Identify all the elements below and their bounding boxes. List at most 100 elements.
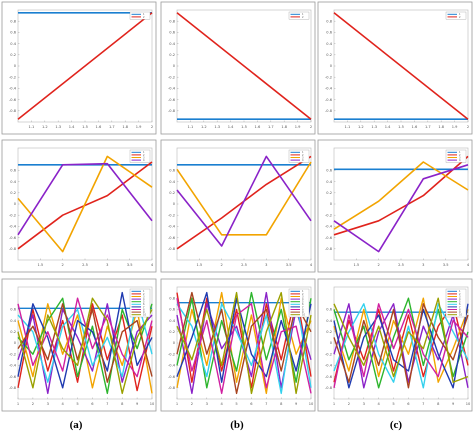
chart-panel-c2: 1.5 2 2.5 3 3.5 40.60.40.20-0.2-0.4-0.6-0.812… [317, 139, 473, 273]
y-tick-label: -0.6 [9, 236, 17, 240]
y-tick-label: -0.6 [325, 375, 333, 379]
chart-panel-c1: 1.1 1.2 1.3 1.4 1.5 1.6 1.7 1.8 1.9 2 0.8 0.6 0.4 0.2… [317, 1, 473, 135]
y-tick-label: 0.2 [326, 191, 332, 195]
y-tick-label: 0 [330, 341, 333, 345]
legend-label: 4 [302, 159, 304, 162]
y-tick-label: -0.2 [9, 213, 16, 217]
x-tick-label: 8 [280, 402, 283, 406]
x-tick-label: 1.5 [82, 125, 88, 129]
x-tick-label: 2 [310, 125, 312, 129]
x-tick-label: 1.7 [268, 125, 274, 129]
x-tick-label: 7 [422, 402, 424, 406]
legend-label: 1 [459, 13, 461, 16]
chart-panel-c3: 1 2 3 4 5 6 7 8 9 100.60.40.20-0.2-0.4-0.6-0.8123… [317, 278, 473, 412]
x-tick-label: 1.6 [255, 125, 261, 129]
column-label-c: (c) [390, 419, 403, 431]
y-tick-label: 0.2 [10, 53, 16, 57]
y-tick-label: 0 [330, 202, 333, 206]
y-tick-label: 0.2 [169, 191, 175, 195]
series-line-2 [333, 12, 469, 120]
x-tick-label: 1.1 [29, 125, 35, 129]
x-tick-label: 1.6 [412, 125, 418, 129]
x-tick-label: 3 [206, 402, 208, 406]
y-tick-label: -0.4 [9, 225, 17, 229]
y-tick-label: -0.6 [325, 98, 333, 102]
legend-box [129, 288, 151, 318]
x-tick-label: 1.5 [398, 125, 404, 129]
x-tick-label: 4 [221, 402, 224, 406]
column-label-a: (a) [70, 419, 83, 431]
y-tick-label: 0.2 [169, 330, 175, 334]
legend-label: 2 [302, 293, 304, 296]
series-line-8 [176, 298, 312, 395]
legend-label: 5 [143, 301, 145, 304]
legend-label: 7 [459, 306, 461, 309]
y-tick-label: 0.2 [326, 53, 332, 57]
legend-box [445, 288, 467, 318]
legend: 12 [445, 11, 467, 20]
y-tick-label: -0.8 [325, 386, 333, 390]
x-tick-label: 1.2 [201, 125, 207, 129]
legend-label: 9 [459, 311, 461, 314]
y-tick-label: 0.4 [169, 42, 175, 46]
x-tick-label: 2 [467, 125, 469, 129]
y-tick-label: 0 [14, 341, 17, 345]
y-tick-label: -0.2 [325, 213, 332, 217]
legend: 12 [129, 11, 151, 20]
x-tick-label: 1.9 [452, 125, 458, 129]
column-labels: (a) (b) (c) [70, 419, 403, 431]
y-tick-label: 0.8 [169, 296, 175, 300]
y-tick-label: -0.4 [9, 364, 17, 368]
legend-label: 4 [302, 298, 304, 301]
legend-label: 4 [459, 159, 461, 162]
series-line-3 [333, 161, 469, 230]
y-tick-label: -0.2 [168, 75, 175, 79]
y-tick-label: 0.6 [10, 169, 16, 173]
y-tick-label: 0.2 [10, 330, 16, 334]
x-tick-label: 2.5 [398, 263, 404, 267]
y-tick-label: -0.2 [9, 75, 16, 79]
y-tick-label: -0.4 [168, 364, 176, 368]
x-tick-label: 7 [106, 402, 108, 406]
y-tick-label: -0.2 [9, 352, 16, 356]
y-tick-label: 0 [14, 202, 17, 206]
x-tick-label: 1.2 [358, 125, 364, 129]
y-tick-label: 0 [173, 341, 176, 345]
legend-label: 10 [459, 314, 463, 317]
x-tick-label: 2 [378, 263, 380, 267]
x-tick-label: 1.7 [109, 125, 115, 129]
y-tick-label: 0.4 [10, 319, 16, 323]
y-tick-label: 0.4 [326, 180, 332, 184]
series-line-6 [17, 297, 153, 383]
legend-label: 5 [302, 301, 304, 304]
legend-label: 4 [143, 298, 145, 301]
legend-label: 2 [143, 154, 145, 157]
y-tick-label: 0 [173, 64, 176, 68]
legend-label: 1 [143, 151, 145, 154]
legend-label: 2 [143, 16, 145, 19]
legend-box [288, 149, 310, 163]
series-line-4 [17, 162, 153, 236]
y-tick-label: -0.8 [168, 109, 176, 113]
x-tick-label: 5 [235, 402, 237, 406]
y-tick-label: -0.4 [168, 225, 176, 229]
y-tick-label: -0.6 [9, 98, 17, 102]
legend-label: 2 [302, 154, 304, 157]
x-tick-label: 1.3 [55, 125, 61, 129]
x-tick-label: 4 [151, 263, 154, 267]
legend-label: 5 [459, 301, 461, 304]
y-tick-label: -0.6 [168, 375, 176, 379]
series-line-2 [176, 12, 312, 120]
legend: 12 [288, 11, 310, 20]
x-tick-label: 1 [17, 402, 19, 406]
legend-label: 3 [143, 156, 145, 159]
x-tick-label: 1.5 [37, 263, 43, 267]
y-tick-label: 0.6 [169, 31, 175, 35]
y-tick-label: 0.4 [326, 42, 332, 46]
plot-area [333, 147, 469, 261]
legend-label: 8 [302, 308, 304, 311]
x-tick-label: 6 [407, 402, 410, 406]
legend-label: 4 [459, 298, 461, 301]
